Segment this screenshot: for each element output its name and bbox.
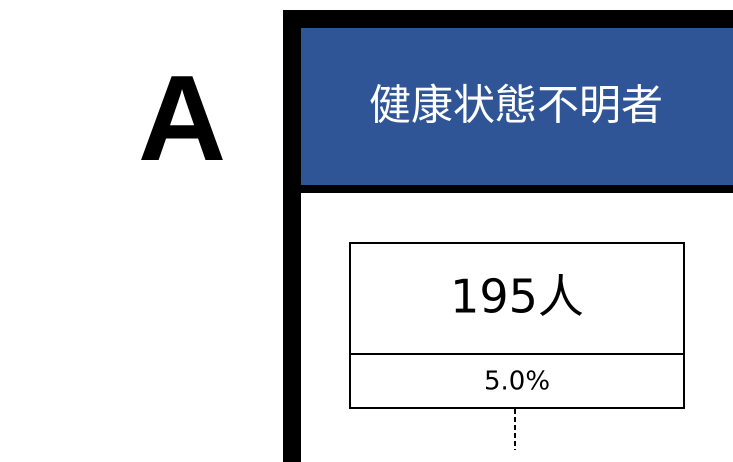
stat-box (349, 242, 685, 409)
count-text: 195人 (450, 270, 584, 324)
percent-text: 5.0% (484, 367, 550, 397)
header-text: 健康状態不明者 (369, 81, 663, 130)
section-label: A (138, 50, 226, 186)
card-header (301, 28, 733, 185)
